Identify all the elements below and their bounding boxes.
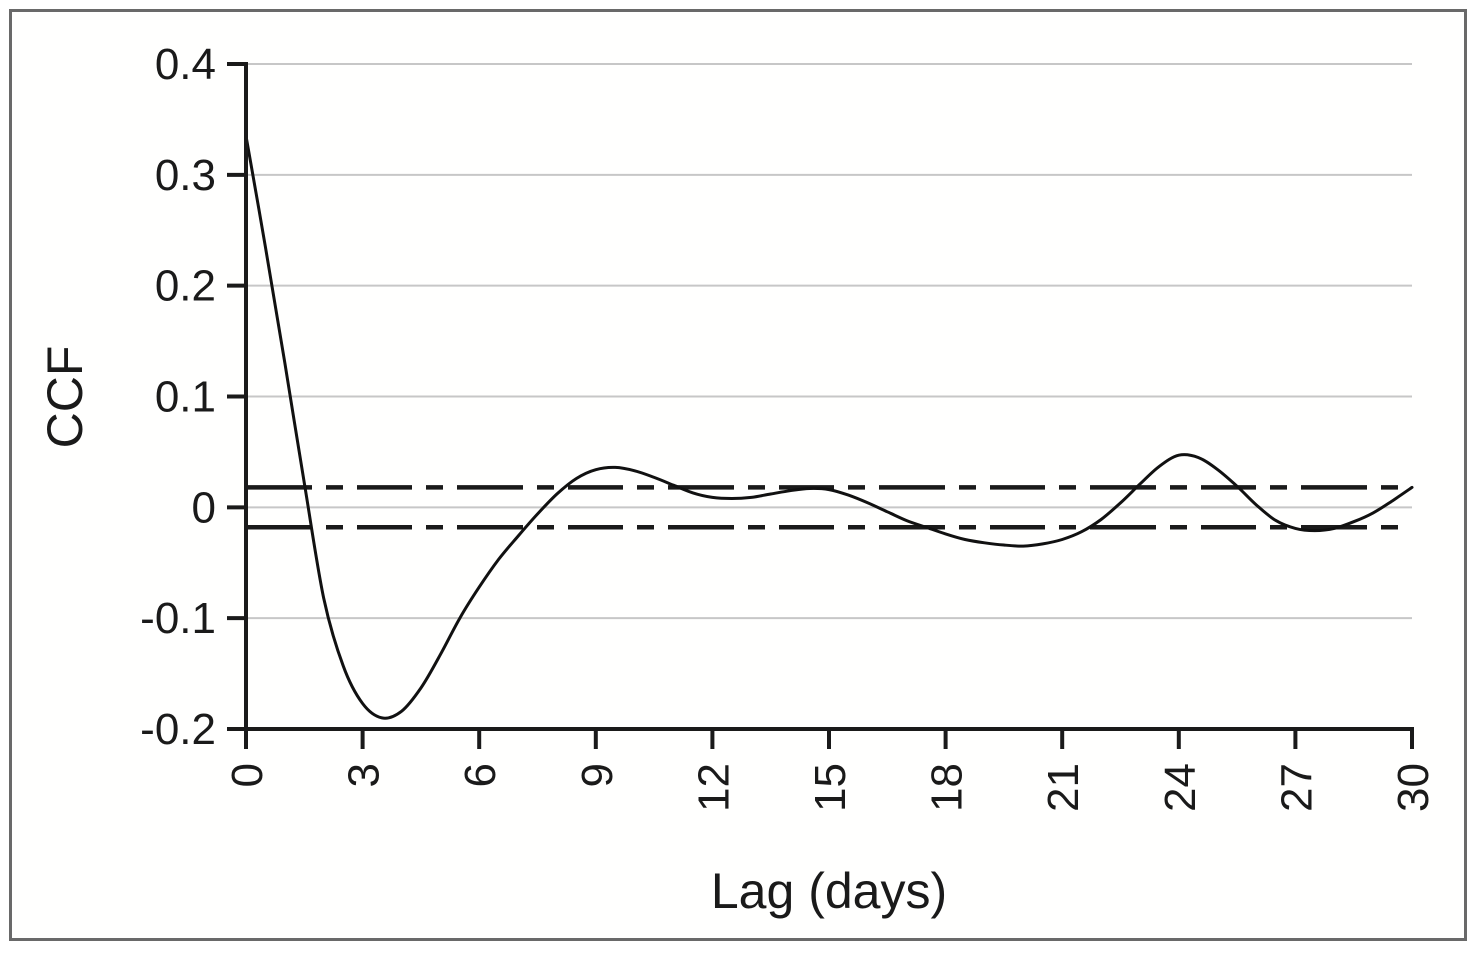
x-tick-label: 24 — [1156, 763, 1205, 812]
confidence-lines — [246, 485, 1412, 530]
y-tick-label: 0.1 — [155, 373, 216, 422]
y-tick-label: -0.1 — [140, 594, 216, 643]
y-tick-label: 0.3 — [155, 151, 216, 200]
x-tick-label: 0 — [223, 763, 272, 787]
ccf-series-line — [244, 134, 1414, 720]
ccf-curve — [244, 134, 1414, 720]
tick-labels: 0.4 0.3 0.2 0.1 0 -0.1 -0.2 0 3 6 9 12 15 18 21 24 27 30 — [140, 40, 1438, 812]
x-tick-label: 18 — [923, 763, 972, 812]
y-tick-label: 0.4 — [155, 40, 216, 89]
gridlines — [248, 63, 1412, 620]
x-tick-label: 3 — [340, 763, 389, 787]
axes — [227, 62, 1414, 749]
x-tick-label: 15 — [806, 763, 855, 812]
y-axis-title: CCF — [37, 346, 93, 449]
x-tick-label: 30 — [1389, 763, 1438, 812]
x-tick-label: 9 — [573, 763, 622, 787]
y-tick-label: 0 — [192, 483, 216, 532]
y-tick-label: -0.2 — [140, 705, 216, 754]
x-tick-label: 12 — [689, 763, 738, 812]
x-tick-label: 27 — [1272, 763, 1321, 812]
x-tick-label: 6 — [456, 763, 505, 787]
y-tick-label: 0.2 — [155, 262, 216, 311]
x-tick-label: 21 — [1039, 763, 1088, 812]
x-axis-title: Lag (days) — [711, 863, 947, 919]
